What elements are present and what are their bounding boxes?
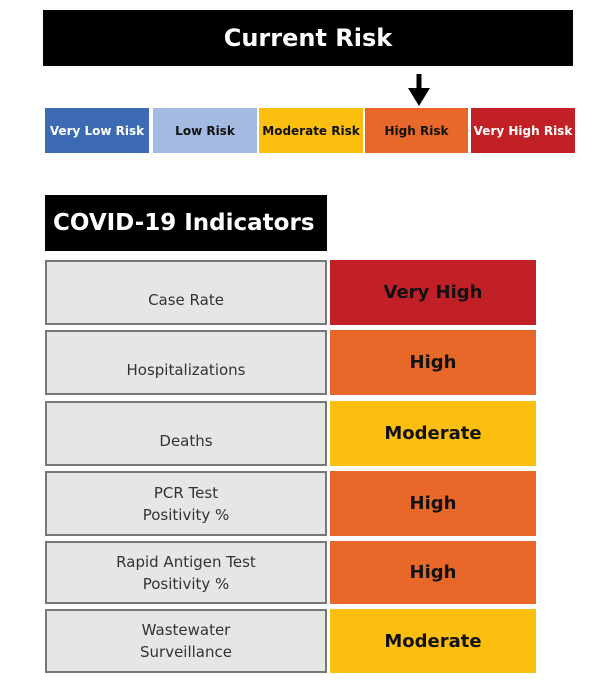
indicator-value: High <box>330 541 536 604</box>
indicator-label: Deaths <box>45 401 327 466</box>
indicator-value: High <box>330 471 536 536</box>
arrow-down-icon <box>408 74 430 106</box>
indicators-title: COVID-19 Indicators <box>45 195 327 251</box>
indicator-label: Rapid Antigen Test Positivity % <box>45 541 327 604</box>
risk-level-low-risk: Low Risk <box>153 108 257 153</box>
indicator-label: Wastewater Surveillance <box>45 609 327 673</box>
current-risk-title: Current Risk <box>43 10 573 66</box>
indicator-value: Moderate <box>330 609 536 673</box>
indicator-label: Hospitalizations <box>45 330 327 395</box>
risk-level-high-risk: High Risk <box>365 108 468 153</box>
indicator-value: Very High <box>330 260 536 325</box>
risk-level-very-high-risk: Very High Risk <box>471 108 575 153</box>
indicator-value: Moderate <box>330 401 536 466</box>
indicator-label: PCR Test Positivity % <box>45 471 327 536</box>
risk-level-moderate-risk: Moderate Risk <box>259 108 363 153</box>
indicator-value: High <box>330 330 536 395</box>
risk-level-very-low-risk: Very Low Risk <box>45 108 149 153</box>
indicator-label: Case Rate <box>45 260 327 325</box>
